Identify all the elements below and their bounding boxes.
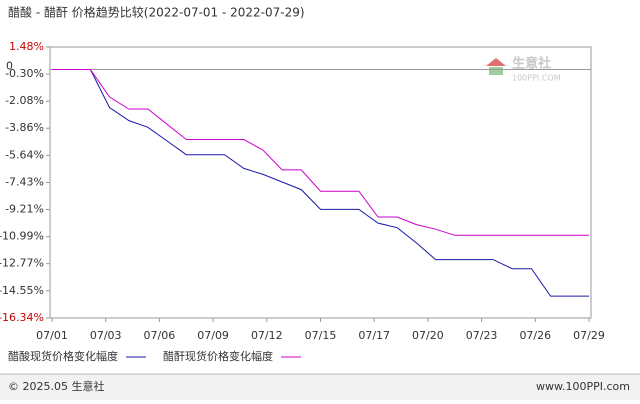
watermark-brand: 生意社 xyxy=(512,56,551,72)
y-tick-label: -5.64% xyxy=(5,148,44,161)
chart-title: 醋酸 - 醋酐 价格趋势比较(2022-07-01 - 2022-07-29) xyxy=(8,5,305,20)
y-tick-label: -14.55% xyxy=(0,284,44,297)
watermark-logo xyxy=(489,67,503,75)
footer-copyright: © 2025.05 生意社 xyxy=(8,379,104,393)
x-tick-label: 07/29 xyxy=(573,329,605,342)
x-tick-label: 07/15 xyxy=(305,329,337,342)
x-tick-label: 07/23 xyxy=(466,329,498,342)
legend-label: 醋酸现货价格变化幅度 xyxy=(8,349,118,363)
watermark-site: 100PPI.COM xyxy=(512,74,561,83)
y-tick-label: -9.21% xyxy=(5,203,44,216)
y-tick-label: -10.99% xyxy=(0,230,44,243)
series-line xyxy=(52,69,589,236)
y-tick-label: -2.08% xyxy=(5,94,44,107)
x-tick-label: 07/09 xyxy=(197,329,229,342)
x-tick-label: 07/06 xyxy=(144,329,176,342)
watermark-logo xyxy=(486,58,506,66)
x-tick-label: 07/17 xyxy=(358,329,390,342)
footer-url: www.100PPI.com xyxy=(536,380,630,393)
watermark: 生意社 100PPI.COM xyxy=(486,56,561,83)
x-tick-label: 07/03 xyxy=(90,329,122,342)
y-tick-label: -3.86% xyxy=(5,121,44,134)
x-tick-label: 07/01 xyxy=(36,329,68,342)
y-tick-label: -16.34% xyxy=(0,311,44,324)
plot-frame xyxy=(49,46,592,319)
x-tick-label: 07/12 xyxy=(251,329,283,342)
y-tick-label: 1.48% xyxy=(9,40,44,53)
series-line xyxy=(52,69,589,297)
y-tick-label: -0.30% xyxy=(5,67,44,80)
x-tick-label: 07/20 xyxy=(412,329,444,342)
y-tick-label: -12.77% xyxy=(0,257,44,270)
footer-bar xyxy=(0,374,640,400)
x-tick-label: 07/26 xyxy=(519,329,551,342)
legend-label: 醋酐现货价格变化幅度 xyxy=(163,349,273,363)
y-tick-label: -7.43% xyxy=(5,176,44,189)
zero-label: 0 xyxy=(6,60,13,73)
